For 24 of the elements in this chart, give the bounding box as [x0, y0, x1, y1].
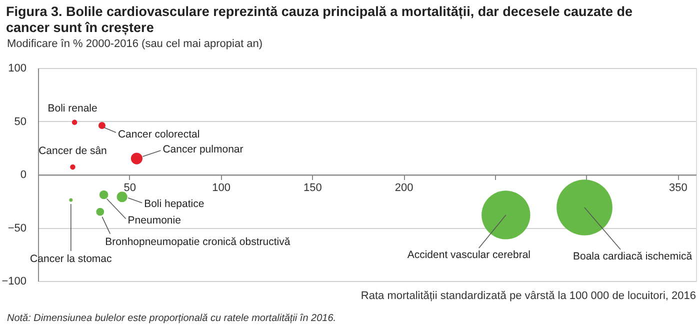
annotation: Pneumonie [128, 214, 182, 227]
y-tick-label: −50 [8, 222, 26, 234]
text: Notă: Dimensiunea bulelor este proporțională cu ratele mortalității în 2016. [7, 313, 336, 324]
x-tick-label: 100 [212, 182, 230, 194]
annotation: Boli hepatice [144, 198, 204, 210]
x-tick-label: 350 [669, 182, 688, 194]
x-tick-label: 200 [394, 182, 414, 194]
annotation: Cancer la stomac [30, 253, 112, 266]
x-axis-title: Rata mortalității standardizată pe vârstă la 100 000 de locuitori, 2016 [360, 290, 696, 302]
y-tick-label: −100 [2, 276, 26, 288]
annotation: Cancer de sân [38, 145, 108, 158]
x-tick-label: 150 [303, 182, 322, 194]
annotation: Boala cardiacă ischemică [572, 250, 692, 263]
annotation: Cancer colorectal [118, 128, 200, 141]
annotation: Accident vascular cerebral [407, 248, 530, 261]
y-tick-label: 0 [20, 169, 26, 181]
y-tick-label: 50 [14, 116, 26, 128]
annotation: Boli renale [48, 102, 98, 114]
annotation: Cancer pulmonar [162, 144, 244, 156]
annotation: Bronhopneumopatie cronică obstructivă [105, 236, 290, 248]
y-axis-title: Modificare în % 2000-2016 (sau cel mai apropiat an) [7, 38, 263, 50]
y-tick-label: 100 [8, 62, 26, 74]
chart-title: Figura 3. Bolile cardiovasculare reprezintă cauza principală a mortalității, dar decesele cauzate de cancer sunt în creștere [6, 4, 633, 36]
x-tick-label: 50 [124, 182, 136, 194]
